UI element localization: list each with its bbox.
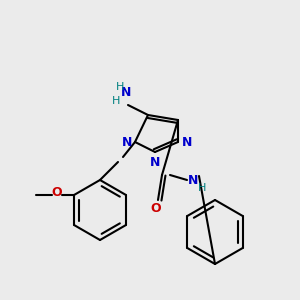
Text: H: H [198, 183, 206, 193]
Text: N: N [150, 155, 160, 169]
Text: N: N [122, 136, 132, 148]
Text: N: N [182, 136, 192, 148]
Text: N: N [121, 86, 131, 100]
Text: O: O [151, 202, 161, 214]
Text: O: O [52, 187, 62, 200]
Text: N: N [188, 173, 198, 187]
Text: H: H [112, 96, 120, 106]
Text: H: H [116, 82, 124, 92]
